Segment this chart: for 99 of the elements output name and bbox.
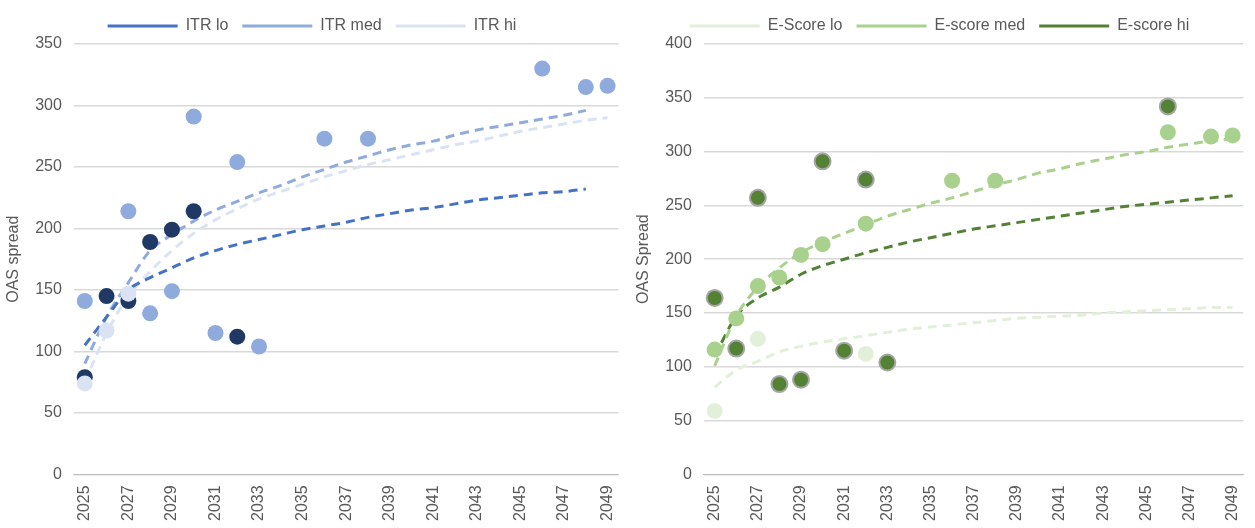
legend-label: E-Score lo: [767, 16, 843, 34]
y-axis-title: OAS Spread: [634, 214, 652, 305]
point: [229, 328, 246, 345]
x-tick-label: 2035: [293, 485, 311, 521]
point: [142, 233, 159, 250]
y-tick-label: 0: [682, 464, 692, 482]
point: [814, 236, 831, 253]
x-tick-label: 2047: [554, 485, 572, 521]
y-tick-label: 100: [35, 341, 62, 359]
point: [878, 353, 897, 372]
x-tick-label: 2045: [1136, 485, 1154, 521]
y-axis-title: OAS spread: [4, 215, 22, 303]
point: [728, 310, 745, 327]
point: [987, 172, 1004, 189]
legend-label: ITR hi: [473, 16, 517, 34]
point: [185, 108, 202, 125]
point: [749, 330, 766, 347]
y-tick-label: 200: [665, 249, 692, 267]
point: [706, 402, 723, 419]
point: [251, 338, 268, 355]
point: [98, 288, 115, 305]
y-tick-label: 50: [674, 411, 692, 429]
x-tick-label: 2041: [1050, 485, 1068, 521]
point: [76, 293, 93, 310]
x-tick-label: 2025: [705, 485, 723, 521]
point: [120, 285, 137, 302]
y-tick-label: 150: [665, 303, 692, 321]
point: [359, 130, 376, 147]
point: [727, 339, 746, 358]
point: [792, 370, 810, 389]
x-tick-label: 2037: [336, 485, 354, 521]
point: [857, 215, 874, 232]
y-tick-label: 0: [52, 464, 62, 482]
point: [1158, 97, 1177, 116]
point: [944, 172, 961, 189]
x-tick-label: 2037: [964, 485, 982, 521]
legend-label: ITR lo: [185, 16, 229, 34]
point: [163, 283, 180, 300]
point: [748, 188, 767, 207]
x-tick-label: 2033: [249, 485, 267, 521]
point: [1203, 128, 1220, 145]
y-tick-label: 150: [35, 280, 62, 298]
y-tick-label: 300: [35, 95, 62, 113]
y-tick-label: 100: [665, 357, 692, 375]
point: [835, 341, 854, 360]
x-tick-label: 2049: [1223, 485, 1241, 521]
y-tick-label: 350: [35, 34, 62, 52]
point: [770, 375, 789, 394]
point: [771, 269, 788, 286]
legend-label: E-score med: [934, 16, 1026, 34]
point: [207, 324, 224, 341]
legend-label: ITR med: [320, 16, 382, 34]
point: [185, 203, 202, 220]
point: [793, 246, 809, 263]
x-tick-label: 2029: [791, 485, 809, 521]
point: [1224, 127, 1241, 144]
point: [599, 77, 616, 94]
x-tick-label: 2029: [162, 485, 180, 521]
x-tick-label: 2039: [380, 485, 398, 521]
x-tick-label: 2031: [834, 485, 852, 521]
legend-label: E-score hi: [1117, 16, 1190, 34]
y-tick-label: 250: [665, 195, 692, 213]
point: [163, 221, 180, 238]
point: [749, 278, 766, 295]
x-tick-label: 2045: [510, 485, 528, 521]
point: [76, 375, 93, 392]
x-tick-label: 2047: [1179, 485, 1197, 521]
x-tick-label: 2043: [467, 485, 485, 521]
point: [706, 341, 723, 358]
x-tick-label: 2027: [748, 485, 766, 521]
y-tick-label: 400: [665, 34, 692, 52]
point: [120, 203, 137, 220]
line-series: [713, 306, 1235, 389]
x-tick-label: 2043: [1093, 485, 1111, 521]
y-tick-label: 300: [665, 142, 692, 160]
y-tick-label: 350: [665, 88, 692, 106]
y-tick-label: 50: [44, 403, 62, 421]
point: [856, 170, 875, 189]
point: [316, 130, 333, 147]
x-tick-label: 2041: [423, 485, 441, 521]
point: [577, 79, 594, 96]
x-tick-label: 2049: [598, 485, 616, 521]
point: [534, 60, 551, 77]
point: [1159, 124, 1176, 141]
point: [813, 152, 832, 171]
x-tick-label: 2039: [1007, 485, 1025, 521]
point: [229, 154, 246, 171]
point: [705, 288, 724, 307]
point: [857, 345, 874, 362]
point: [98, 322, 115, 339]
y-tick-label: 250: [35, 157, 62, 175]
x-tick-label: 2035: [920, 485, 938, 521]
point: [142, 305, 159, 322]
x-tick-label: 2033: [877, 485, 895, 521]
x-tick-label: 2027: [118, 485, 136, 521]
y-tick-label: 200: [35, 218, 62, 236]
x-tick-label: 2025: [75, 485, 93, 521]
x-tick-label: 2031: [205, 485, 223, 521]
line-series: [83, 187, 588, 347]
